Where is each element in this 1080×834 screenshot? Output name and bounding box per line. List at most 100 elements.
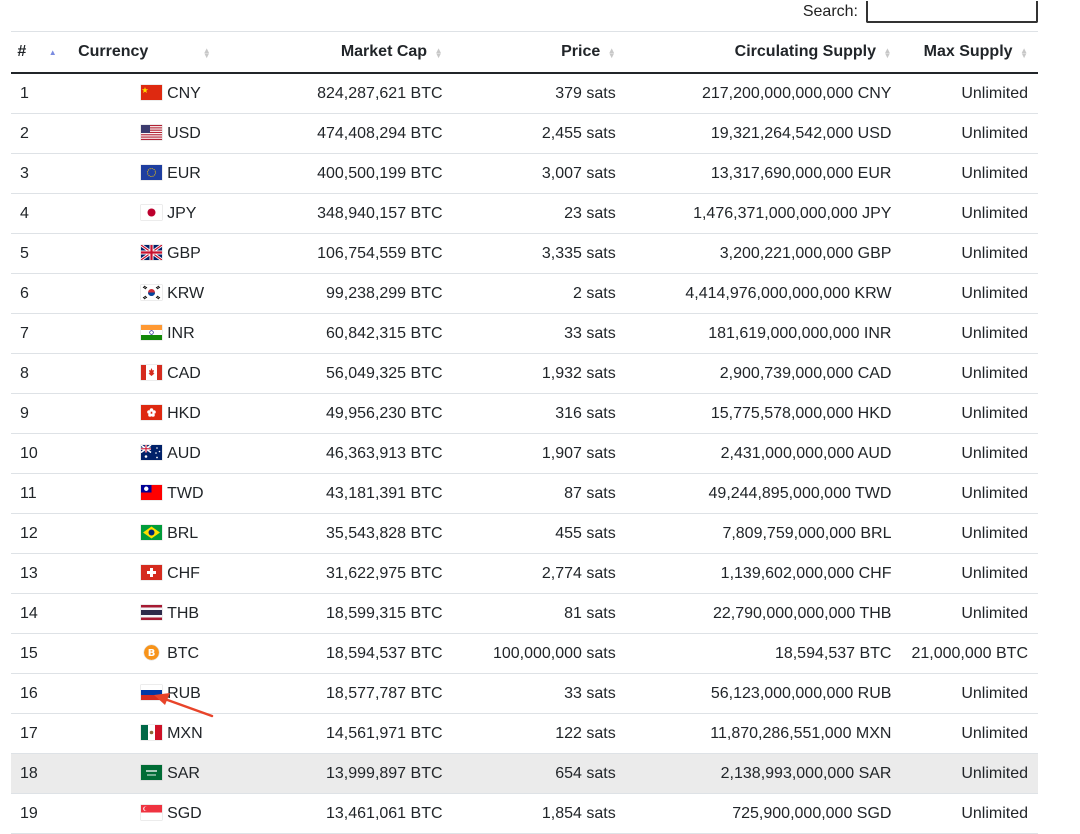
table-row: 5 GBP 106,754,559 BTC 3,335 sats 3,200,221,0…	[11, 233, 1038, 274]
circulating-supply-cell: 13,317,690,000,000 EUR	[625, 153, 902, 194]
circulating-supply-cell: 18,594,537 BTC	[625, 633, 902, 674]
currency-code: INR	[167, 324, 195, 342]
circulating-supply-cell: 725,900,000,000 SGD	[625, 793, 902, 834]
max-supply-cell: Unlimited	[901, 593, 1038, 634]
table-row: 15 B BTC 18,594,537 BTC 100,000,000 sats 18,5…	[11, 633, 1038, 674]
rank-cell: 2	[11, 113, 74, 154]
currency-code: BRL	[167, 524, 199, 542]
currency-code: JPY	[167, 204, 197, 222]
currency-cell: THB	[73, 593, 275, 634]
sort-icon: ▲ ▼	[202, 45, 211, 60]
currency-cell: B BTC	[73, 633, 275, 674]
market-cap-cell: 400,500,199 BTC	[275, 153, 453, 194]
market-cap-cell: 14,561,971 BTC	[275, 713, 453, 754]
rank-cell: 6	[11, 273, 74, 314]
search-bar: Search:	[803, 0, 1038, 24]
column-header-price[interactable]: Price ▲ ▼	[452, 31, 626, 74]
bitcoin-icon: B	[144, 644, 160, 660]
column-header-rank[interactable]: # ▲	[11, 31, 74, 74]
currency-cell: CNY	[73, 73, 275, 114]
table-row: 10 AUD 46,363,913 BTC 1,907 sats 2,431,000,0…	[11, 433, 1038, 474]
price-cell: 33 sats	[452, 313, 626, 354]
ca-flag-icon	[141, 364, 163, 380]
currency-code: SGD	[167, 804, 202, 822]
currency-code: RUB	[167, 684, 201, 702]
rank-cell: 3	[11, 153, 74, 194]
currency-cell: CHF	[73, 553, 275, 594]
ch-flag-icon	[141, 564, 163, 580]
table-row: 6 KRW 99,238,299 BTC 2 sats 4,414,976,000,00…	[11, 273, 1038, 314]
circulating-supply-cell: 49,244,895,000,000 TWD	[625, 473, 902, 514]
market-cap-cell: 60,842,315 BTC	[275, 313, 453, 354]
rank-cell: 4	[11, 193, 74, 234]
table-row: 4 JPY 348,940,157 BTC 23 sats 1,476,371,000,…	[11, 193, 1038, 234]
price-cell: 33 sats	[452, 673, 626, 714]
rank-cell: 12	[11, 513, 74, 554]
column-header-label: #	[17, 43, 27, 60]
circulating-supply-cell: 4,414,976,000,000,000 KRW	[625, 273, 902, 314]
rank-cell: 11	[11, 473, 74, 514]
price-cell: 87 sats	[452, 473, 626, 514]
column-header-label: Market Cap	[340, 43, 428, 60]
br-flag-icon	[141, 524, 163, 540]
rank-cell: 13	[11, 553, 74, 594]
rank-cell: 7	[11, 313, 74, 354]
circulating-supply-cell: 217,200,000,000,000 CNY	[625, 73, 902, 114]
cn-flag-icon	[141, 84, 163, 100]
currency-code: CNY	[167, 84, 201, 102]
sort-icon: ▲ ▼	[434, 45, 443, 60]
max-supply-cell: Unlimited	[901, 313, 1038, 354]
sort-icon: ▲ ▼	[883, 45, 892, 60]
market-cap-cell: 18,599,315 BTC	[275, 593, 453, 634]
column-header-circulating-supply[interactable]: Circulating Supply ▲ ▼	[625, 31, 902, 74]
tw-flag-icon	[141, 484, 163, 500]
currency-cell: AUD	[73, 433, 275, 474]
currency-code: TWD	[167, 484, 204, 502]
max-supply-cell: Unlimited	[901, 153, 1038, 194]
max-supply-cell: 21,000,000 BTC	[901, 633, 1038, 674]
currency-code: THB	[167, 604, 200, 622]
market-cap-cell: 49,956,230 BTC	[275, 393, 453, 434]
max-supply-cell: Unlimited	[901, 273, 1038, 314]
currency-code: USD	[167, 124, 201, 142]
table-row: 18 SAR 13,999,897 BTC 654 sats 2,138,993,000…	[11, 753, 1038, 794]
price-cell: 23 sats	[452, 193, 626, 234]
hk-flag-icon	[141, 404, 163, 420]
max-supply-cell: Unlimited	[901, 793, 1038, 834]
table-row: 16 RUB 18,577,787 BTC 33 sats 56,123,000,000…	[11, 673, 1038, 714]
currency-cell: CAD	[73, 353, 275, 394]
market-cap-cell: 348,940,157 BTC	[275, 193, 453, 234]
currency-code: CAD	[167, 364, 201, 382]
currency-cell: MXN	[73, 713, 275, 754]
price-cell: 81 sats	[452, 593, 626, 634]
column-header-label: Currency	[78, 43, 149, 60]
table-row: 8 CAD 56,049,325 BTC 1,932 sats 2,900,739,00…	[11, 353, 1038, 394]
price-cell: 100,000,000 sats	[452, 633, 626, 674]
market-cap-cell: 824,287,621 BTC	[275, 73, 453, 114]
rank-cell: 15	[11, 633, 74, 674]
search-input[interactable]	[866, 1, 1038, 23]
rank-cell: 1	[11, 73, 74, 114]
table-row: 19 SGD 13,461,061 BTC 1,854 sats 725,900,000…	[11, 793, 1038, 834]
column-header-currency[interactable]: Currency ▲ ▼	[73, 31, 275, 74]
price-cell: 2 sats	[452, 273, 626, 314]
max-supply-cell: Unlimited	[901, 473, 1038, 514]
jp-flag-icon	[141, 204, 163, 220]
sa-flag-icon	[141, 764, 163, 780]
currency-cell: HKD	[73, 393, 275, 434]
column-header-market-cap[interactable]: Market Cap ▲ ▼	[275, 31, 453, 74]
sort-icon: ▲ ▼	[1020, 45, 1028, 60]
currency-code: CHF	[167, 564, 200, 582]
column-header-max-supply[interactable]: Max Supply ▲ ▼	[901, 31, 1038, 74]
circulating-supply-cell: 19,321,264,542,000 USD	[625, 113, 902, 154]
currency-cell: BRL	[73, 513, 275, 554]
max-supply-cell: Unlimited	[901, 113, 1038, 154]
max-supply-cell: Unlimited	[901, 673, 1038, 714]
max-supply-cell: Unlimited	[901, 513, 1038, 554]
in-flag-icon	[141, 324, 163, 340]
column-header-label: Circulating Supply	[734, 43, 877, 60]
circulating-supply-cell: 15,775,578,000,000 HKD	[625, 393, 902, 434]
circulating-supply-cell: 11,870,286,551,000 MXN	[625, 713, 902, 754]
max-supply-cell: Unlimited	[901, 553, 1038, 594]
max-supply-cell: Unlimited	[901, 753, 1038, 794]
